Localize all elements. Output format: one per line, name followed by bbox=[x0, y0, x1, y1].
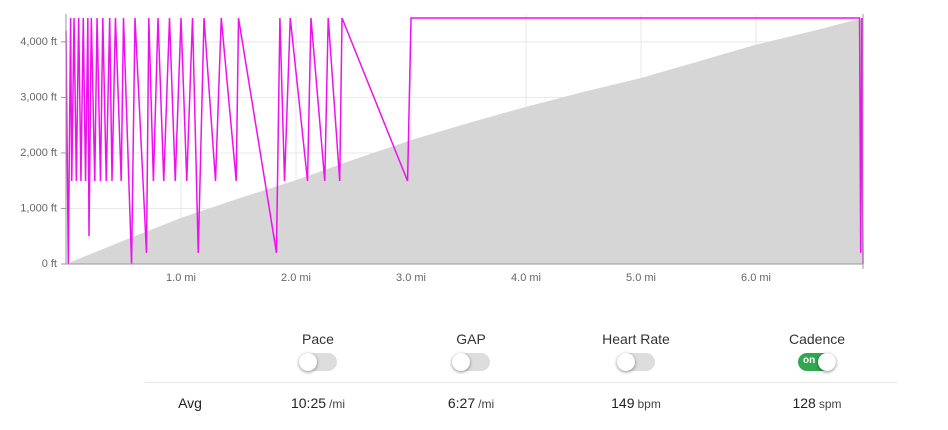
x-tick-label: 1.0 mi bbox=[166, 272, 196, 284]
metric-value: 128 spm bbox=[792, 395, 841, 411]
value: 6:27 bbox=[447, 395, 476, 411]
x-tick-label: 4.0 mi bbox=[511, 272, 541, 284]
elevation-area bbox=[66, 18, 863, 264]
y-tick-label: 4,000 ft bbox=[20, 36, 57, 48]
unit: bpm bbox=[637, 397, 661, 411]
value: 10:25 bbox=[290, 395, 327, 411]
metric-name: Pace bbox=[302, 331, 334, 347]
x-tick-label: 3.0 mi bbox=[396, 272, 426, 284]
toggle[interactable] bbox=[299, 353, 337, 371]
metric-name: GAP bbox=[456, 331, 486, 347]
metric-name: Heart Rate bbox=[602, 331, 670, 347]
chart: 0 ft 1,000 ft 2,000 ft 3,000 ft 4,000 ft 1.0 … bbox=[20, 14, 864, 284]
row-label: Avg bbox=[178, 395, 202, 411]
toggle-label: on bbox=[803, 355, 816, 366]
y-tick-label: 3,000 ft bbox=[20, 91, 57, 103]
y-tick-label: 1,000 ft bbox=[20, 202, 57, 214]
unit: /mi bbox=[478, 397, 495, 411]
toggle-knob bbox=[452, 353, 470, 371]
y-tick-label: 0 ft bbox=[42, 258, 57, 270]
toggle[interactable] bbox=[617, 353, 655, 371]
toggle-knob bbox=[299, 353, 317, 371]
toggle[interactable]: on bbox=[798, 353, 836, 371]
metric-value: 149 bpm bbox=[611, 395, 661, 411]
toggle[interactable] bbox=[452, 353, 490, 371]
metric-value: 10:25/mi bbox=[291, 395, 345, 411]
unit: /mi bbox=[329, 397, 346, 411]
metric-name: Cadence bbox=[788, 331, 846, 347]
divider bbox=[145, 382, 898, 383]
x-tick-label: 2.0 mi bbox=[281, 272, 311, 284]
x-tick-label: 5.0 mi bbox=[626, 272, 656, 284]
value: 128 bbox=[792, 395, 816, 411]
toggle-knob bbox=[818, 353, 836, 371]
unit: spm bbox=[818, 397, 842, 411]
y-tick-label: 2,000 ft bbox=[20, 147, 57, 159]
metric-value: 6:27/mi bbox=[448, 395, 494, 411]
value: 149 bbox=[611, 395, 635, 411]
x-tick-label: 6.0 mi bbox=[741, 272, 771, 284]
toggle-knob bbox=[617, 353, 635, 371]
cadence-line bbox=[65, 17, 864, 265]
